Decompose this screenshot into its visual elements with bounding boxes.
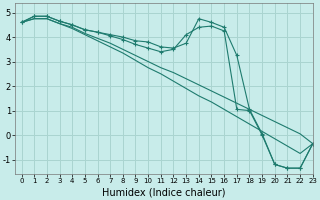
X-axis label: Humidex (Indice chaleur): Humidex (Indice chaleur) <box>102 187 226 197</box>
